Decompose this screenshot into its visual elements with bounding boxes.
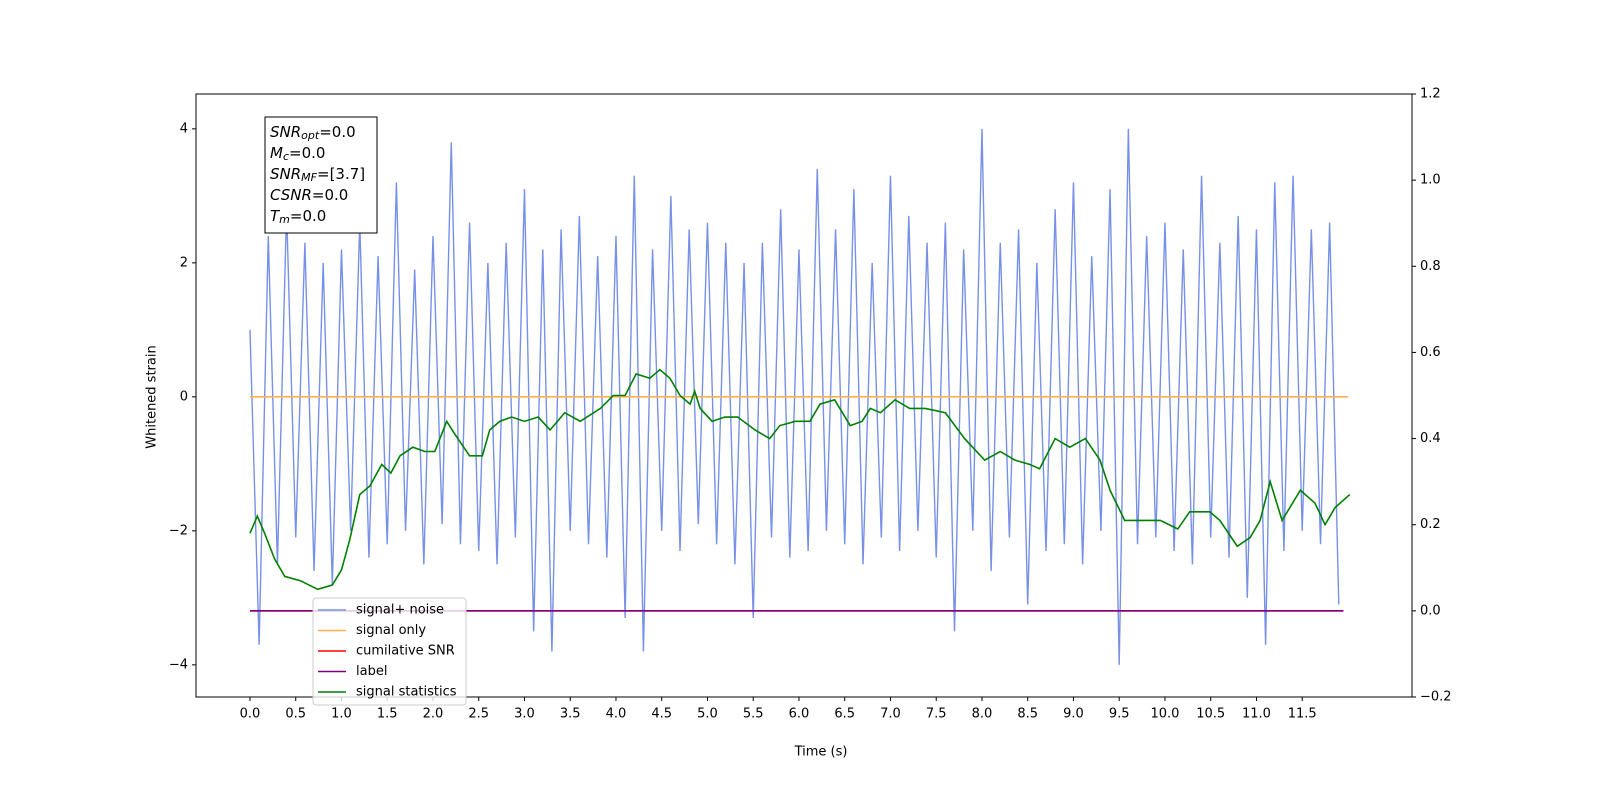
annotation-rest: =0.0 (290, 207, 326, 225)
x-tick-label: 9.0 (1063, 707, 1084, 722)
annotation-main: CSNR (270, 186, 312, 204)
annotation-box (264, 116, 378, 234)
legend-label: label (356, 664, 387, 679)
y2-tick-label: 1.0 (1420, 173, 1441, 188)
legend-label: cumilative SNR (356, 644, 455, 659)
annotation-main: T (270, 207, 281, 225)
annotation-line: Mc=0.0 (270, 144, 325, 164)
annotation-line: SNRMF=[3.7] (270, 165, 365, 185)
x-tick-label: 9.5 (1109, 707, 1130, 722)
x-tick-label: 8.0 (972, 707, 993, 722)
y2-tick-label: 0.8 (1420, 259, 1441, 274)
x-tick-label: 8.5 (1017, 707, 1038, 722)
x-tick-label: 10.0 (1150, 707, 1179, 722)
x-tick-label: 5.0 (697, 707, 718, 722)
annotation-rest: =0.0 (289, 144, 325, 162)
y2-tick-label: 0.2 (1420, 517, 1441, 532)
legend-label: signal only (356, 623, 426, 638)
annotation-rest: =0.0 (312, 186, 348, 204)
y-tick-label: −4 (169, 657, 188, 672)
x-tick-label: 11.5 (1288, 707, 1317, 722)
x-tick-label: 2.0 (423, 707, 444, 722)
series-line (249, 128, 1340, 665)
y-axis-label: Whitened strain (145, 345, 160, 448)
x-tick-label: 0.0 (240, 707, 261, 722)
x-tick-label: 7.0 (880, 707, 901, 722)
x-tick-label: 6.5 (834, 707, 855, 722)
x-tick-label: 3.5 (560, 707, 581, 722)
y-tick-label: −2 (169, 523, 188, 538)
annotation-sub: m (279, 213, 290, 226)
annotation-line: SNRopt=0.0 (270, 123, 356, 143)
annotation-sub: MF (301, 171, 317, 184)
y2-tick-label: 0.4 (1420, 431, 1441, 446)
y-tick-label: 4 (180, 121, 188, 136)
x-tick-label: 6.0 (789, 707, 810, 722)
annotation-sub: opt (301, 129, 320, 142)
annotation-sub: c (283, 150, 289, 163)
x-tick-label: 11.0 (1242, 707, 1271, 722)
x-axis-label: Time (s) (794, 745, 848, 760)
x-tick-label: 1.5 (377, 707, 398, 722)
y2-tick-label: 0.6 (1420, 345, 1441, 360)
x-tick-label: 10.5 (1196, 707, 1225, 722)
x-tick-label: 4.0 (606, 707, 627, 722)
x-tick-label: 3.0 (514, 707, 535, 722)
annotation-rest: =[3.7] (317, 165, 365, 183)
annotation-line: CSNR=0.0 (270, 186, 348, 204)
legend-label: signal statistics (356, 685, 457, 700)
annotation-main: SNR (270, 165, 301, 183)
y2-tick-label: 1.2 (1420, 87, 1441, 102)
plot-frame (195, 93, 1413, 698)
legend-box (312, 597, 467, 706)
legend-label: signal+ noise (356, 603, 444, 618)
y-tick-label: 2 (180, 255, 188, 270)
annotation-main: SNR (270, 123, 301, 141)
annotation-rest: =0.0 (319, 123, 355, 141)
x-tick-label: 2.5 (468, 707, 489, 722)
y-tick-label: 0 (180, 389, 188, 404)
x-tick-label: 7.5 (926, 707, 947, 722)
x-tick-label: 4.5 (651, 707, 672, 722)
x-tick-label: 1.0 (331, 707, 352, 722)
series-line (249, 368, 1351, 591)
y2-tick-label: −0.2 (1420, 690, 1452, 705)
x-tick-label: 0.5 (285, 707, 306, 722)
x-tick-label: 5.5 (743, 707, 764, 722)
annotation-line: Tm=0.0 (270, 207, 326, 227)
annotation-main: M (270, 144, 283, 162)
y2-tick-label: 0.0 (1420, 603, 1441, 618)
